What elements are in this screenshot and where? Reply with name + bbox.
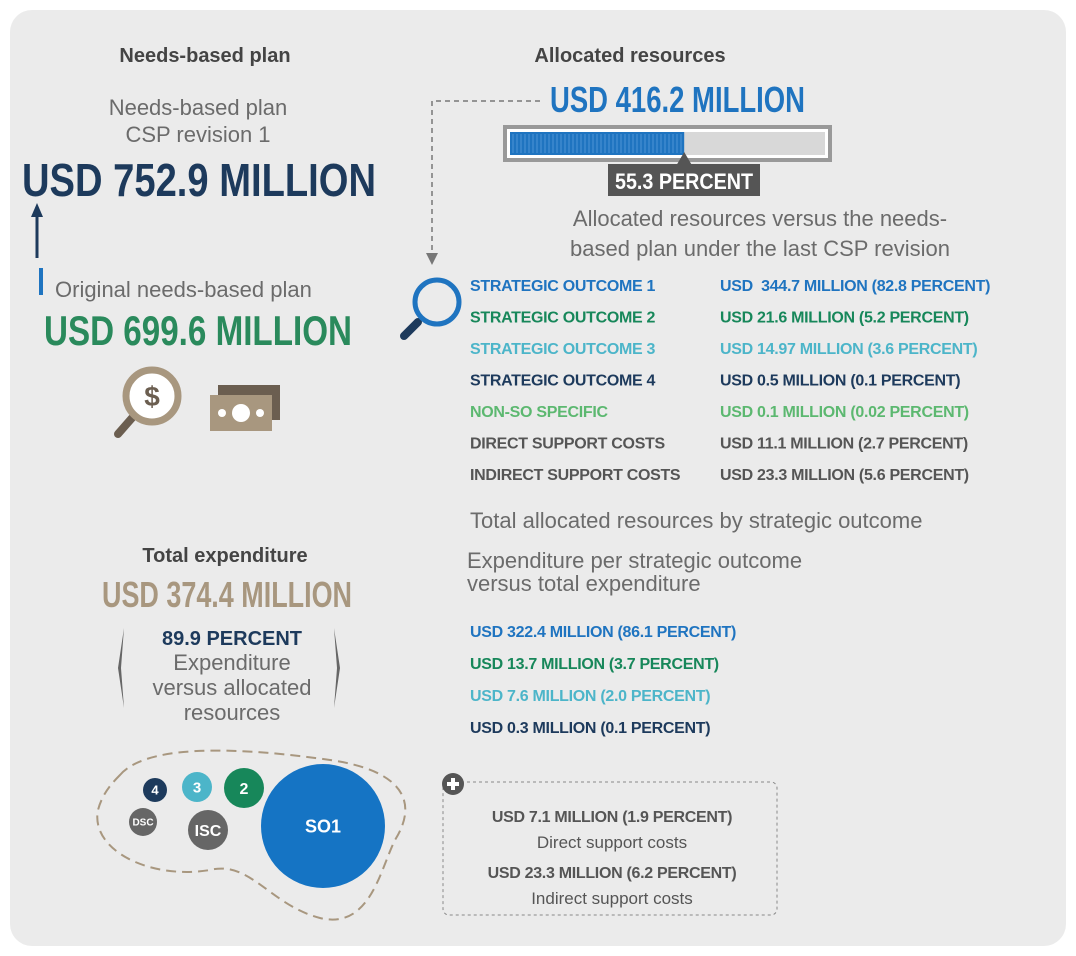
caption: Expenditure per strategic outcome (467, 548, 802, 573)
brackets (118, 628, 340, 708)
bubble-label: SO1 (305, 816, 341, 836)
panel (10, 10, 1066, 946)
row-amount: USD 344.7 MILLION (82.8 PERCENT) (720, 278, 990, 295)
bubble-label: 4 (151, 783, 159, 798)
support-box (442, 781, 778, 916)
heading: Needs-based plan (119, 45, 290, 67)
caption: Allocated resources versus the needs- (573, 206, 947, 231)
search-icon (400, 277, 462, 340)
svg-text:$: $ (144, 381, 160, 412)
label: Original needs-based plan (55, 277, 312, 302)
connector-head (426, 253, 438, 265)
caption: Expenditure (173, 650, 290, 675)
percent-label: 55.3 PERCENT (615, 169, 753, 194)
row-amount: USD 23.3 MILLION (5.6 PERCENT) (720, 467, 969, 484)
row-amount: USD 14.97 MILLION (3.6 PERCENT) (720, 341, 977, 358)
caption: versus allocated (153, 675, 312, 700)
label: Needs-based plan (109, 95, 288, 120)
bubble (261, 764, 385, 888)
bubble (182, 772, 212, 802)
row-amount: USD 11.1 MILLION (2.7 PERCENT) (720, 436, 968, 453)
bubble (188, 810, 228, 850)
row-amount: USD 0.1 MILLION (0.02 PERCENT) (720, 404, 969, 421)
row-amount: USD 21.6 MILLION (5.2 PERCENT) (720, 310, 969, 327)
percent: 89.9 PERCENT (162, 628, 302, 650)
money-icons: $ (114, 366, 280, 438)
bubble-label: 3 (193, 779, 201, 796)
bubble-label: ISC (195, 823, 222, 840)
label: CSP revision 1 (125, 122, 270, 147)
support-amount: USD 7.1 MILLION (1.9 PERCENT) (492, 809, 732, 826)
progress-marker (677, 152, 692, 164)
support-label: Indirect support costs (531, 889, 693, 908)
so-expenditure: USD 322.4 MILLION (86.1 PERCENT) (470, 624, 736, 641)
row-amount: USD 0.5 MILLION (0.1 PERCENT) (720, 373, 960, 390)
bubble (224, 768, 264, 808)
caption: versus total expenditure (467, 571, 701, 596)
arrow (31, 203, 43, 295)
heading: Total expenditure (142, 545, 307, 567)
percent-box (608, 164, 760, 196)
row-name: STRATEGIC OUTCOME 1 (470, 278, 656, 295)
row-name: STRATEGIC OUTCOME 3 (470, 341, 656, 358)
caption: resources (184, 700, 281, 725)
bubble (129, 808, 157, 836)
bubble (143, 778, 167, 802)
row-name: NON-SO SPECIFIC (470, 404, 608, 421)
support-amount: USD 23.3 MILLION (6.2 PERCENT) (488, 865, 737, 882)
so-expenditure: USD 0.3 MILLION (0.1 PERCENT) (470, 720, 710, 737)
caption: based plan under the last CSP revision (570, 236, 950, 261)
caption: Total allocated resources by strategic o… (470, 508, 922, 533)
amount: USD 699.6 MILLION (44, 307, 352, 354)
amount: USD 374.4 MILLION (102, 574, 352, 615)
plus-icon (442, 773, 464, 795)
so-expenditure: USD 13.7 MILLION (3.7 PERCENT) (470, 656, 719, 673)
row-name: DIRECT SUPPORT COSTS (470, 436, 666, 453)
connector (431, 100, 540, 255)
support-label: Direct support costs (537, 833, 687, 852)
bubble-label: DSC (132, 818, 153, 829)
row-name: STRATEGIC OUTCOME 2 (470, 310, 656, 327)
amount: USD 752.9 MILLION (22, 154, 376, 206)
so-expenditure: USD 7.6 MILLION (2.0 PERCENT) (470, 688, 710, 705)
bubble-outline (96, 749, 407, 921)
row-name: INDIRECT SUPPORT COSTS (470, 467, 681, 484)
heading: Allocated resources (534, 45, 725, 67)
amount: USD 416.2 MILLION (550, 79, 805, 120)
row-name: STRATEGIC OUTCOME 4 (470, 373, 656, 390)
bubble-label: 2 (240, 781, 249, 798)
